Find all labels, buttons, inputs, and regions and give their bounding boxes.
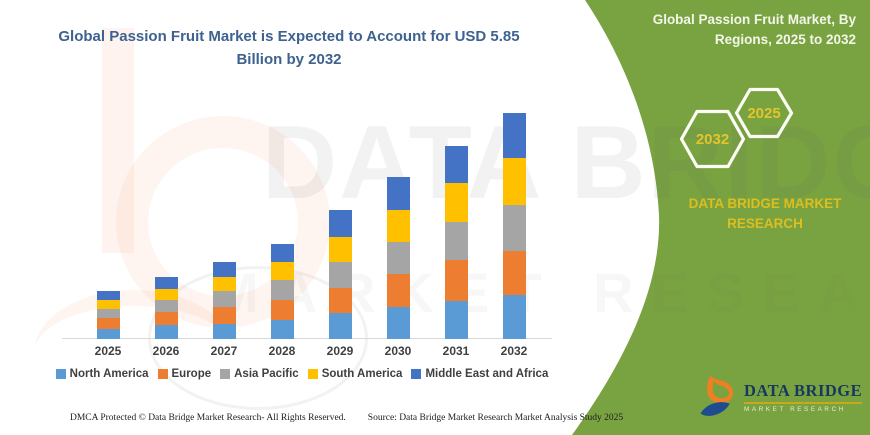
bar-2031 [444,145,468,339]
bar-segment-2032 [502,112,526,158]
legend-label: Europe [171,368,212,380]
legend-swatch [307,369,318,379]
stacked-bar-chart: 2025 2026 2027 2028 2029 2030 2031 2032 [62,112,552,358]
bar-segment-2026 [154,311,178,326]
bar-2030 [386,177,410,339]
bar-segment-2031 [444,260,468,302]
bar-segment-2028 [270,262,294,281]
bar-segment-2025 [96,309,120,318]
dmca-notice: DMCA Protected © Data Bridge Market Rese… [70,413,346,423]
bar-segment-2029 [328,236,352,263]
x-tick-label: 2025 [94,344,122,358]
x-tick-label: 2030 [384,344,412,358]
logo-underline [744,402,863,404]
bar-segment-2025 [96,290,120,301]
bar-segment-2032 [502,250,526,296]
bar-2032 [502,112,526,339]
bar-segment-2026 [154,300,178,312]
chart-legend: North America Europe Asia Pacific South Ame… [55,368,548,380]
source-note: Source: Data Bridge Market Research Mark… [367,413,624,423]
hexagon-2025-outline [734,87,794,139]
bar-2029 [328,210,352,339]
year-hexagons: 2032 2025 [679,87,794,169]
x-tick-label: 2029 [326,344,354,358]
databridge-logo: DATA BRIDGE MARKET RESEARCH [698,374,863,420]
bar-2026 [154,277,178,339]
legend-item: South America [307,368,403,380]
bar-segment-2032 [502,157,526,206]
bar-segment-2026 [154,325,178,339]
legend-item: Europe [157,368,212,380]
bar-segment-2028 [270,280,294,301]
bar-segment-2031 [444,222,468,261]
bar-segment-2025 [96,300,120,310]
bar-segment-2030 [386,274,410,307]
legend-label: South America [321,368,403,380]
bar-segment-2027 [212,262,236,278]
bar-2028 [270,243,294,339]
legend-swatch [220,369,231,379]
bar-segment-2028 [270,243,294,263]
bar-segment-2027 [212,323,236,339]
x-tick-label: 2027 [210,344,238,358]
legend-label: Asia Pacific [234,368,299,380]
bar-segment-2030 [386,210,410,243]
bar-segment-2031 [444,182,468,223]
bar-2025 [96,290,120,339]
hexagon-2032-outline [679,109,746,169]
brand-text: DATA BRIDGE MARKET RESEARCH [688,196,842,232]
footer: DMCA Protected © Data Bridge Market Rese… [70,413,623,423]
bar-segment-2030 [386,242,410,275]
bar-segment-2029 [328,262,352,288]
legend-label: North America [69,368,149,380]
bar-segment-2029 [328,210,352,237]
bar-segment-2031 [444,301,468,339]
bar-segment-2030 [386,177,410,211]
legend-swatch [411,369,422,379]
x-tick-label: 2032 [500,344,528,358]
x-axis-line [62,338,552,339]
chart-title: Global Passion Fruit Market is Expected … [58,28,520,68]
bar-segment-2030 [386,306,410,339]
bar-segment-2026 [154,289,178,301]
x-tick-label: 2028 [268,344,296,358]
hexagon-2032-label: 2032 [696,131,729,148]
bar-segment-2031 [444,145,468,183]
bar-segment-2027 [212,277,236,292]
bar-segment-2025 [96,328,120,339]
bar-segment-2032 [502,295,526,339]
bar-segment-2032 [502,205,526,251]
databridge-logo-icon [700,375,734,416]
legend-swatch [55,369,66,379]
legend-item: Asia Pacific [220,368,299,380]
legend-item: Middle East and Africa [411,368,548,380]
bar-segment-2029 [328,287,352,314]
bar-segment-2027 [212,291,236,307]
bar-segment-2025 [96,317,120,329]
panel-heading: Global Passion Fruit Market, By Regions,… [652,12,856,47]
legend-swatch [157,369,168,379]
x-tick-label: 2031 [442,344,470,358]
bar-segment-2027 [212,306,236,324]
bar-2027 [212,262,236,339]
hexagon-2025-label: 2025 [747,105,780,122]
bar-segment-2028 [270,300,294,320]
bar-segment-2029 [328,313,352,339]
bar-segment-2026 [154,277,178,290]
databridge-logo-text: DATA BRIDGE MARKET RESEARCH [744,381,863,413]
legend-label: Middle East and Africa [425,368,549,380]
logo-subtitle: MARKET RESEARCH [744,406,846,413]
legend-item: North America [55,368,149,380]
x-tick-label: 2026 [152,344,180,358]
logo-title: DATA BRIDGE [744,381,863,400]
bar-segment-2028 [270,319,294,339]
